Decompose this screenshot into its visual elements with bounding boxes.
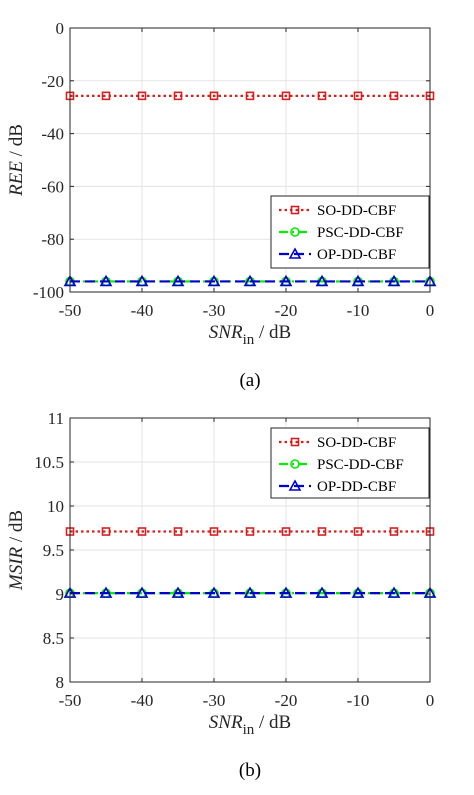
data-point — [351, 274, 365, 287]
legend-label: OP-DD-CBF — [317, 479, 396, 495]
data-point — [99, 274, 113, 287]
series-SO-DD-CBF — [65, 91, 435, 101]
x-tick-label: -40 — [131, 301, 154, 320]
x-axis-label: SNRin / dB — [209, 712, 291, 738]
x-tick-label: -20 — [275, 301, 298, 320]
data-point — [245, 527, 255, 536]
legend-marker — [288, 479, 302, 491]
data-point — [135, 586, 149, 598]
data-point — [173, 527, 183, 536]
y-axis-label: MSIR / dB — [6, 510, 27, 591]
data-point — [209, 91, 219, 101]
x-tick-label: -40 — [131, 691, 154, 710]
data-point — [171, 274, 185, 287]
data-point — [207, 586, 221, 598]
y-tick-label: 8 — [56, 673, 65, 692]
y-tick-label: 9.5 — [43, 541, 64, 560]
legend-marker — [290, 437, 300, 447]
y-tick-label: 8.5 — [43, 629, 64, 648]
data-point — [351, 586, 365, 598]
data-point — [353, 91, 363, 101]
x-tick-label: -10 — [347, 301, 370, 320]
data-point — [243, 274, 257, 287]
data-point — [245, 91, 255, 101]
y-tick-label: -100 — [33, 283, 64, 302]
legend-label: PSC-DD-CBF — [317, 225, 404, 241]
legend-label: PSC-DD-CBF — [317, 457, 404, 473]
y-tick-label: 11 — [48, 409, 64, 428]
data-point — [171, 586, 185, 598]
legend: SO-DD-CBF PSC-DD-CBF OP-DD-CBF — [270, 427, 430, 499]
series-OP-DD-CBF — [63, 586, 437, 598]
data-point — [315, 274, 329, 287]
data-point — [353, 527, 363, 536]
y-tick-label: 10.5 — [34, 453, 64, 472]
data-point — [317, 527, 327, 536]
figure-caption: (b) — [239, 760, 261, 781]
figure-caption: (a) — [239, 370, 260, 391]
data-point — [279, 274, 293, 287]
legend-label: SO-DD-CBF — [317, 203, 396, 219]
y-tick-label: -60 — [41, 177, 64, 196]
x-tick-label: 0 — [426, 691, 435, 710]
data-point — [281, 91, 291, 101]
data-point — [243, 586, 257, 598]
legend-marker — [290, 205, 300, 215]
y-axis-label: REE / dB — [6, 124, 27, 197]
y-tick-label: -20 — [41, 72, 64, 91]
x-tick-label: -30 — [203, 691, 226, 710]
x-axis-label: SNRin / dB — [209, 322, 291, 348]
legend-label: OP-DD-CBF — [317, 247, 396, 263]
axes-frame — [69, 27, 431, 293]
legend-marker — [290, 459, 300, 469]
data-point — [209, 527, 219, 536]
data-point — [207, 274, 221, 287]
data-point — [135, 274, 149, 287]
x-tick-label: -30 — [203, 301, 226, 320]
legend-box — [270, 195, 430, 269]
y-tick-label: 10 — [47, 497, 64, 516]
y-tick-label: -40 — [41, 125, 64, 144]
y-tick-label: -80 — [41, 230, 64, 249]
legend: SO-DD-CBF PSC-DD-CBF OP-DD-CBF — [270, 195, 430, 269]
data-point — [279, 586, 293, 598]
data-point — [99, 586, 113, 598]
legend-marker — [290, 227, 300, 237]
data-point — [315, 586, 329, 598]
y-tick-label: 0 — [56, 19, 65, 38]
data-point — [281, 527, 291, 536]
data-point — [137, 91, 147, 101]
legend-label: SO-DD-CBF — [317, 435, 396, 451]
data-point — [387, 586, 401, 598]
data-point — [389, 91, 399, 101]
x-tick-label: -50 — [59, 301, 82, 320]
x-tick-label: -50 — [59, 691, 82, 710]
data-point — [101, 527, 111, 536]
x-tick-label: 0 — [426, 301, 435, 320]
data-point — [101, 91, 111, 101]
y-tick-label: 9 — [56, 585, 65, 604]
chart-b: -50 -40 -30 -20 -10 0 11 10.5 10 9.5 9 8.5 8 SNRin / … — [6, 409, 437, 781]
data-point — [387, 274, 401, 287]
data-point — [389, 527, 399, 536]
data-point — [317, 91, 327, 101]
data-point — [137, 527, 147, 536]
x-tick-label: -10 — [347, 691, 370, 710]
legend-marker — [288, 247, 302, 259]
x-tick-label: -20 — [275, 691, 298, 710]
data-point — [173, 91, 183, 101]
